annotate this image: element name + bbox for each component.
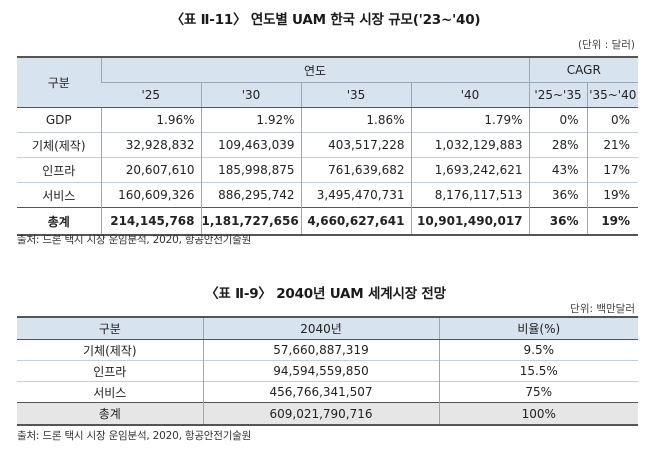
cagr-cell: 21% xyxy=(586,132,639,158)
value-cell: 94,594,559,850 xyxy=(202,360,439,382)
cagr-cell: 19% xyxy=(586,182,639,208)
value-cell: 109,463,039 xyxy=(200,132,301,158)
table-row: 기체(제작) 32,928,832 109,463,039 403,517,22… xyxy=(17,132,639,158)
value-cell: 32,928,832 xyxy=(100,132,201,158)
table2-unit: 단위: 백만달러 xyxy=(570,303,635,315)
header-category: 구분 xyxy=(17,316,203,340)
total-cagr: 19% xyxy=(586,207,639,236)
table-row: GDP 1.96% 1.92% 1.86% 1.79% 0% 0% xyxy=(17,107,639,133)
total-value: 609,021,790,716 xyxy=(202,402,439,426)
table1-source: 출처: 드론 택시 시장 운임분석, 2020, 항공안전기술원 xyxy=(17,234,252,246)
value-cell: 185,998,875 xyxy=(200,157,301,183)
table2-title: 〈표 Ⅱ-9〉 2040년 UAM 세계시장 전망 xyxy=(205,286,446,302)
header-year: '40 xyxy=(410,82,530,108)
value-cell: 761,639,682 xyxy=(300,157,411,183)
table1-title: 〈표 Ⅱ-11〉 연도별 UAM 한국 시장 규모('23~'40) xyxy=(170,12,481,28)
total-value: 10,901,490,017 xyxy=(410,207,530,236)
row-label: 기체(제작) xyxy=(17,339,203,361)
total-cagr: 36% xyxy=(528,207,588,236)
value-cell: 403,517,228 xyxy=(300,132,411,158)
value-cell: 886,295,742 xyxy=(200,182,301,208)
table1-unit: (단위 : 달러) xyxy=(577,39,635,51)
row-label: 인프라 xyxy=(17,157,101,183)
value-cell: 456,766,341,507 xyxy=(202,381,439,403)
value-cell: 1.86% xyxy=(300,107,411,133)
value-cell: 1,693,242,621 xyxy=(410,157,530,183)
korea-uam-market-table: 구분 연도 CAGR '25 '30 '35 '40 '25~'35 '35~'… xyxy=(17,56,639,236)
cagr-cell: 43% xyxy=(528,157,588,183)
row-label: GDP xyxy=(17,107,101,133)
value-cell: 1.96% xyxy=(100,107,201,133)
value-cell: 1.79% xyxy=(410,107,530,133)
value-cell: 1,032,129,883 xyxy=(410,132,530,158)
cagr-cell: 0% xyxy=(528,107,588,133)
total-value: 1,181,727,656 xyxy=(200,207,301,236)
table-row: 서비스 456,766,341,507 75% xyxy=(17,381,638,403)
table-row: 인프라 20,607,610 185,998,875 761,639,682 1… xyxy=(17,157,639,183)
header-ratio: 비율(%) xyxy=(438,316,638,340)
ratio-cell: 15.5% xyxy=(438,360,638,382)
table2-source: 출처: 드론 택시 시장 운임분석, 2020, 항공안전기술원 xyxy=(17,430,252,442)
header-cagr-period: '35~'40 xyxy=(586,82,639,108)
row-label: 기체(제작) xyxy=(17,132,101,158)
row-label: 인프라 xyxy=(17,360,203,382)
total-value: 214,145,768 xyxy=(100,207,201,236)
cagr-cell: 0% xyxy=(586,107,639,133)
header-year-group: 연도 xyxy=(100,56,530,83)
header-cagr-period: '25~'35 xyxy=(528,82,588,108)
value-cell: 20,607,610 xyxy=(100,157,201,183)
global-uam-market-table: 구분 2040년 비율(%) 기체(제작) 57,660,887,319 9.5… xyxy=(17,316,638,426)
total-row: 총계 214,145,768 1,181,727,656 4,660,627,6… xyxy=(17,207,639,236)
cagr-cell: 28% xyxy=(528,132,588,158)
total-row: 총계 609,021,790,716 100% xyxy=(17,402,638,426)
total-ratio: 100% xyxy=(438,402,638,426)
table-row: 서비스 160,609,326 886,295,742 3,495,470,73… xyxy=(17,182,639,208)
ratio-cell: 75% xyxy=(438,381,638,403)
header-year: '25 xyxy=(101,82,201,108)
table-row: 인프라 94,594,559,850 15.5% xyxy=(17,360,638,382)
header-year: 2040년 xyxy=(202,316,439,340)
header-row: 구분 2040년 비율(%) xyxy=(17,316,638,340)
header-year: '35 xyxy=(300,82,411,108)
table-row: 기체(제작) 57,660,887,319 9.5% xyxy=(17,339,638,361)
row-label: 서비스 xyxy=(17,182,101,208)
total-value: 4,660,627,641 xyxy=(300,207,411,236)
value-cell: 3,495,470,731 xyxy=(300,182,411,208)
header-year: '30 xyxy=(200,82,301,108)
cagr-cell: 36% xyxy=(528,182,588,208)
value-cell: 160,609,326 xyxy=(100,182,201,208)
header-cagr-group: CAGR xyxy=(528,56,639,83)
value-cell: 8,176,117,513 xyxy=(410,182,530,208)
cagr-cell: 17% xyxy=(586,157,639,183)
ratio-cell: 9.5% xyxy=(438,339,638,361)
header-category: 구분 xyxy=(17,56,101,108)
value-cell: 57,660,887,319 xyxy=(202,339,439,361)
row-label: 서비스 xyxy=(17,381,203,403)
value-cell: 1.92% xyxy=(200,107,301,133)
total-label: 총계 xyxy=(17,402,203,426)
total-label: 총계 xyxy=(17,207,101,236)
